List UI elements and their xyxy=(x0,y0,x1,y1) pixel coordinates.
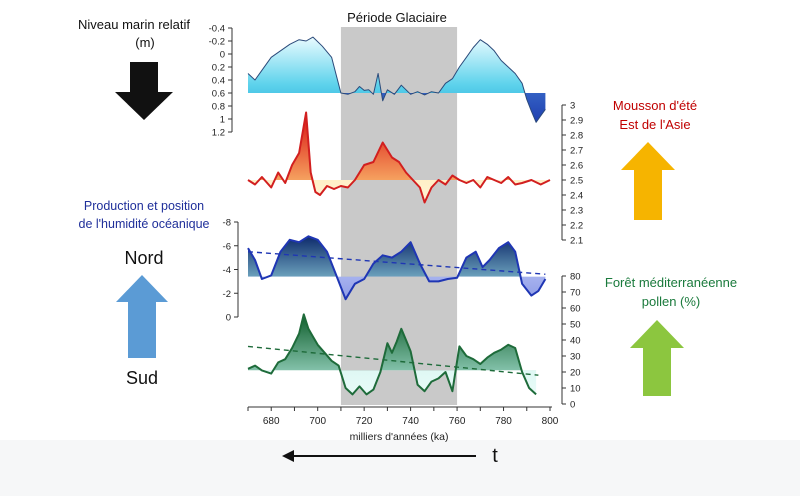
forest-title-line1: Forêt méditerranéenne xyxy=(605,275,737,290)
glacial-period-label: Période Glaciaire xyxy=(347,10,447,25)
monsoon-y-tick-label: 3 xyxy=(570,101,575,112)
x-tick-label: 800 xyxy=(542,416,559,427)
monsoon-y-tick-label: 2.1 xyxy=(570,236,583,247)
mediterranean-forest-y-tick-label: 10 xyxy=(570,384,581,395)
humidity-y-tick-label: -2 xyxy=(223,289,231,300)
sea-level-y-tick-label: 1 xyxy=(220,115,225,126)
mediterranean-forest-y-tick-label: 20 xyxy=(570,368,581,379)
sea-level-line xyxy=(247,36,546,123)
monsoon-y-tick-label: 2.6 xyxy=(570,161,583,172)
sea-level-y-tick-label: 0 xyxy=(220,50,225,61)
x-axis-title: milliers d'années (ka) xyxy=(350,431,449,443)
monsoon-line xyxy=(247,111,551,204)
x-tick-label: 760 xyxy=(449,416,466,427)
humidity-y-tick-label: -6 xyxy=(223,241,231,252)
up-arrow-blue-icon xyxy=(116,275,168,358)
sea-level-y-tick-label: 0.2 xyxy=(212,63,225,74)
humidity-series xyxy=(247,235,547,301)
south-label: Sud xyxy=(126,368,158,388)
monsoon-series xyxy=(247,111,551,204)
monsoon-y-tick-label: 2.2 xyxy=(570,221,583,232)
sea-level-y-tick-label: -0.4 xyxy=(209,24,225,35)
monsoon-y-tick-label: 2.9 xyxy=(570,116,583,127)
sea-level-y-tick-label: 1.2 xyxy=(212,128,225,139)
mediterranean-forest-y-tick-label: 40 xyxy=(570,336,581,347)
humidity-title-line1: Production et position xyxy=(84,199,204,213)
monsoon-title-line2: Est de l'Asie xyxy=(619,117,690,132)
up-arrow-yellow-icon xyxy=(621,142,675,220)
monsoon-y-tick-label: 2.4 xyxy=(570,191,583,202)
sea-level-title: Niveau marin relatif xyxy=(78,17,190,32)
x-tick-label: 740 xyxy=(402,416,419,427)
mediterranean-forest-line xyxy=(247,313,537,396)
sea-level-y-tick-label: 0.4 xyxy=(212,76,225,87)
humidity-trend-line xyxy=(247,250,546,275)
time-arrow-head-icon xyxy=(282,450,294,462)
humidity-line xyxy=(247,235,547,301)
forest-title-line2: pollen (%) xyxy=(642,294,701,309)
bottom-band xyxy=(0,440,800,496)
x-tick-label: 780 xyxy=(495,416,512,427)
mediterranean-forest-area-upper xyxy=(248,314,522,371)
forest-series xyxy=(247,313,539,396)
x-tick-label: 720 xyxy=(356,416,373,427)
north-label: Nord xyxy=(124,248,163,268)
axes: -0.4 -0.2 0 0.2 0.4 0.6 0.8 1 1.2 2.1 2.2 2.3 2.4 2.5… xyxy=(209,24,584,444)
monsoon-area-lower xyxy=(248,180,550,203)
humidity-title-line2: de l'humidité océanique xyxy=(79,217,210,231)
mediterranean-forest-trend-line xyxy=(247,345,539,376)
humidity-y-tick-label: -4 xyxy=(223,265,231,276)
x-tick-label: 680 xyxy=(263,416,280,427)
sea-level-series xyxy=(247,36,546,123)
sea-level-y-tick-label: 0.8 xyxy=(212,102,225,113)
humidity-y-tick-label: -8 xyxy=(223,218,231,229)
monsoon-y-tick-label: 2.5 xyxy=(570,176,583,187)
monsoon-y-tick-label: 2.8 xyxy=(570,131,583,142)
monsoon-y-tick-label: 2.7 xyxy=(570,146,583,157)
up-arrow-green-icon xyxy=(630,320,684,396)
mediterranean-forest-y-tick-label: 30 xyxy=(570,352,581,363)
mediterranean-forest-y-tick-label: 60 xyxy=(570,304,581,315)
monsoon-y-tick-label: 2.3 xyxy=(570,206,583,217)
mediterranean-forest-y-tick-label: 80 xyxy=(570,272,581,283)
monsoon-title-line1: Mousson d'été xyxy=(613,98,697,113)
time-symbol: t xyxy=(492,445,498,467)
sea-level-y-tick-label: -0.2 xyxy=(209,37,225,48)
sea-level-y-tick-label: 0.6 xyxy=(212,89,225,100)
x-tick-label: 700 xyxy=(309,416,326,427)
humidity-y-tick-label: 0 xyxy=(226,313,231,324)
down-arrow-black-icon xyxy=(115,62,173,120)
sea-level-unit: (m) xyxy=(135,35,155,50)
mediterranean-forest-y-tick-label: 70 xyxy=(570,288,581,299)
mediterranean-forest-y-tick-label: 0 xyxy=(570,400,575,411)
mediterranean-forest-y-tick-label: 50 xyxy=(570,320,581,331)
